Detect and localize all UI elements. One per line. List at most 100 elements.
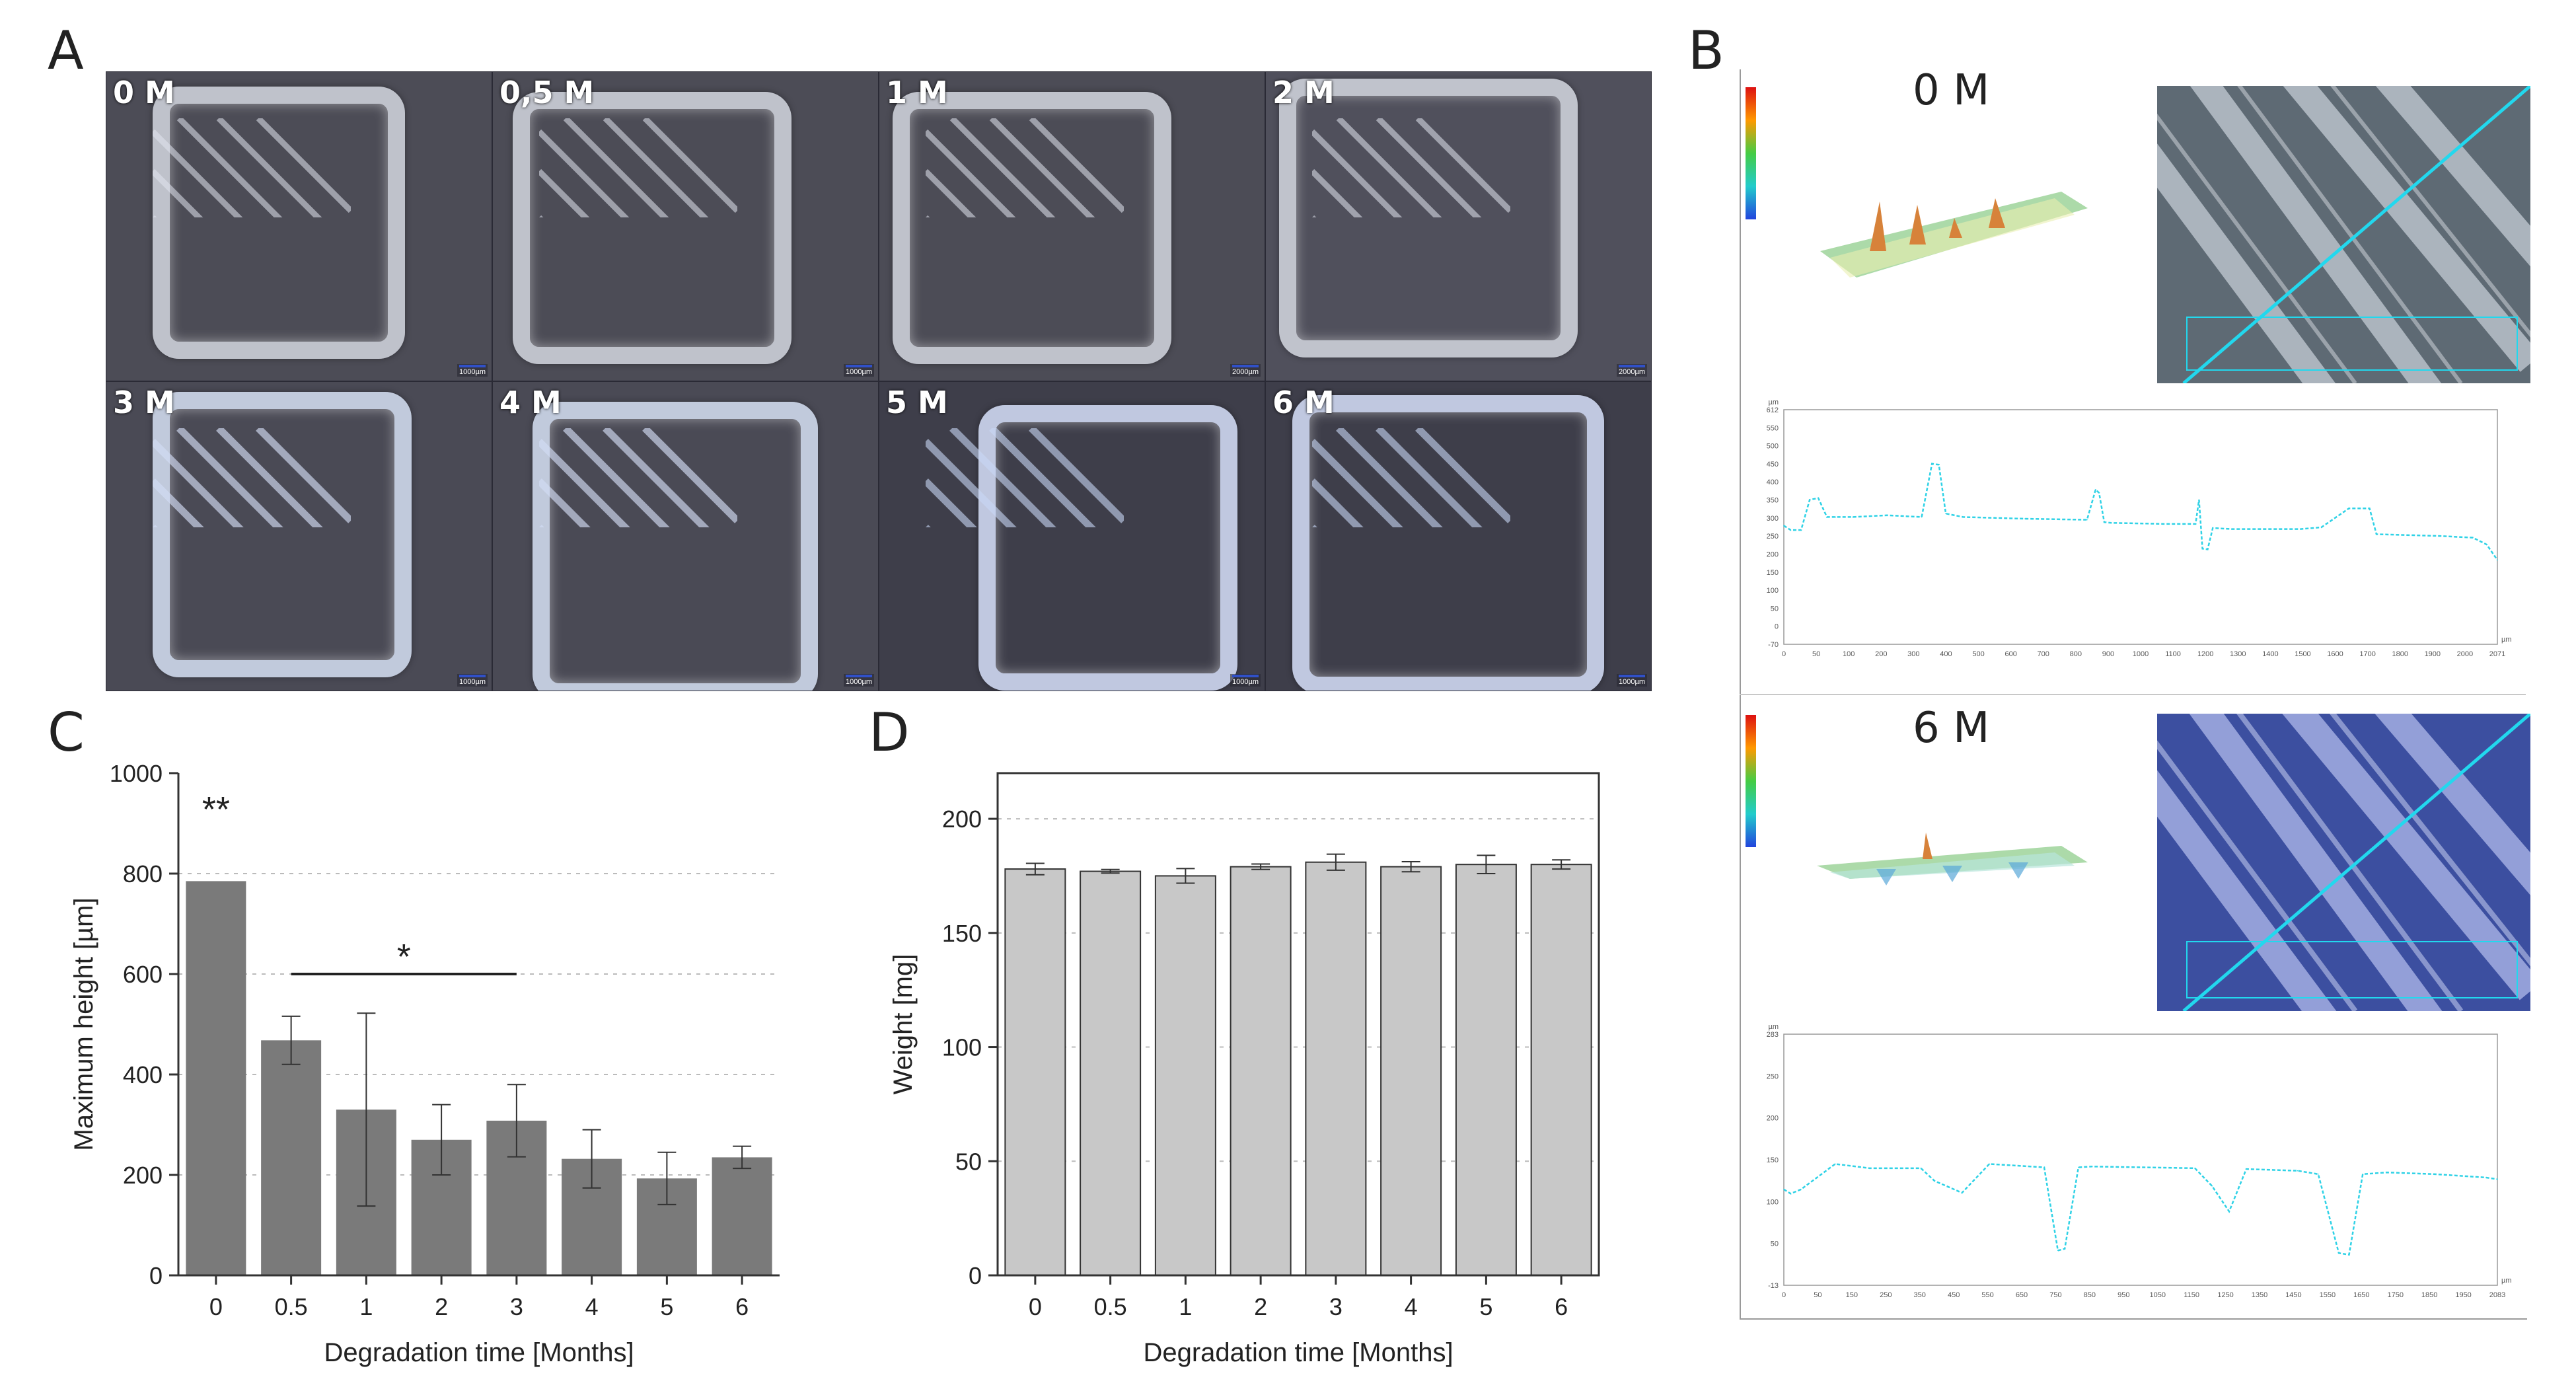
- y-tick-label: 50: [1771, 1240, 1779, 1248]
- x-tick-label: 1950: [2455, 1291, 2471, 1299]
- y-tick-label: 200: [1767, 550, 1779, 558]
- profile-point: [1800, 1189, 1802, 1190]
- y-tick-label: 150: [1767, 1156, 1779, 1164]
- x-tick-label: 600: [2005, 650, 2016, 658]
- profile-point: [1826, 516, 1827, 518]
- x-tick-label: 1200: [2197, 650, 2213, 658]
- scaffold-photo-2m: 2 M 2000µm: [1265, 71, 1652, 381]
- x-tick-label: 3: [510, 1293, 523, 1320]
- y-tick-label: 350: [1767, 497, 1779, 505]
- tile-label: 6 M: [1272, 385, 1335, 420]
- scaffold-photo-0-5m: 0,5 M 1000µm: [492, 71, 879, 381]
- profile-point: [1945, 513, 1946, 514]
- profile-point: [1934, 1180, 1935, 1182]
- tile-label: 0 M: [113, 75, 175, 110]
- profile-point: [1835, 516, 1837, 518]
- profile-point: [2104, 521, 2105, 523]
- strand-pattern: [926, 428, 1124, 527]
- x-tick-label: 100: [1843, 650, 1855, 658]
- profile-point: [1818, 497, 1819, 499]
- x-tick-label: 1850: [2421, 1291, 2437, 1299]
- x-axis-label: Degradation time [Months]: [1143, 1338, 1453, 1367]
- profile-point: [2297, 1170, 2299, 1172]
- scaffold-photo-grid: 0 M 1000µm 0,5 M 1000µm 1 M 2000µm 2 M 2…: [106, 71, 1652, 691]
- x-tick-label: 450: [1948, 1291, 1960, 1299]
- strand-pattern: [1312, 118, 1510, 217]
- micrograph-0m: [2157, 86, 2530, 383]
- height-profile-chart-6m: -13 50 100 150 200 250 283 0 50 150 250 350 450 550 65…: [1767, 1023, 2512, 1299]
- color-scale-bar: [1746, 87, 1756, 219]
- x-tick-label: 900: [2102, 650, 2114, 658]
- x-tick-label: 4: [1405, 1293, 1418, 1320]
- y-tick-label: 50: [955, 1148, 982, 1175]
- profile-point: [1989, 1163, 1990, 1165]
- profile-point: [1921, 516, 1923, 518]
- scaffold-photo-4m: 4 M 1000µm: [492, 381, 879, 691]
- x-tick-label: 50: [1812, 650, 1820, 658]
- y-tick-label: -13: [1768, 1282, 1779, 1290]
- x-tick-label: 2000: [2457, 650, 2473, 658]
- profile-point: [2195, 523, 2196, 525]
- y-tick-label: 150: [1767, 569, 1779, 577]
- x-tick-label: 150: [1846, 1291, 1858, 1299]
- y-tick-label: 600: [123, 961, 163, 988]
- x-tick-label: 1250: [2217, 1291, 2233, 1299]
- profile-point: [2246, 1168, 2247, 1170]
- y-tick-label: 1000: [110, 760, 163, 787]
- surface-3d-6m: [1746, 715, 2088, 885]
- y-tick-label: 100: [1767, 587, 1779, 595]
- profile-point: [1868, 1168, 1870, 1169]
- x-tick-label: 1800: [2392, 650, 2408, 658]
- profile-point: [2212, 527, 2214, 529]
- profile-point: [2194, 1168, 2195, 1169]
- profile-point: [1961, 1192, 1963, 1193]
- x-unit-label: µm: [2501, 1277, 2512, 1285]
- y-tick-label: 0: [1775, 623, 1779, 631]
- x-tick-label: 1300: [2230, 650, 2246, 658]
- x-tick-label: 700: [2038, 650, 2049, 658]
- y-axis-label: Maximum height [µm]: [69, 897, 98, 1150]
- x-tick-label: 1: [1179, 1293, 1192, 1320]
- tile-label: 0,5 M: [499, 75, 595, 110]
- color-scale-bar: [1746, 715, 1756, 847]
- profile-point: [2362, 1174, 2364, 1175]
- x-axis-label: Degradation time [Months]: [324, 1338, 634, 1367]
- tile-label: 1 M: [886, 75, 948, 110]
- panel-label-d: D: [869, 702, 910, 763]
- profile-point: [2110, 522, 2112, 524]
- profile-point: [1783, 1189, 1785, 1190]
- y-tick-label: 150: [942, 920, 982, 947]
- bar: [1380, 866, 1442, 1277]
- measurement-line: [2182, 714, 2530, 1011]
- x-tick-label: 950: [2117, 1291, 2129, 1299]
- x-tick-label: 1700: [2359, 650, 2375, 658]
- bar: [1004, 868, 1066, 1277]
- y-tick-label: 0: [149, 1262, 163, 1289]
- x-tick-label: 1: [359, 1293, 373, 1320]
- y-tick-label: 100: [1767, 1198, 1779, 1206]
- x-tick-label: 1600: [2327, 650, 2343, 658]
- profile-point: [2231, 528, 2232, 530]
- profile-point: [1834, 1163, 1836, 1165]
- x-tick-label: 0.5: [1094, 1293, 1127, 1320]
- scale-bar: 2000µm: [1230, 364, 1261, 377]
- plot-frame: [996, 772, 1600, 1277]
- x-tick-label: 0: [1782, 1291, 1786, 1299]
- y-tick-label: 300: [1767, 515, 1779, 523]
- profile-point: [2348, 1254, 2350, 1256]
- scale-bar: 1000µm: [457, 674, 488, 687]
- x-tick-label: 800: [2070, 650, 2082, 658]
- x-tick-label: 5: [660, 1293, 673, 1320]
- x-tick-label: 3: [1329, 1293, 1343, 1320]
- panel-label-a: A: [48, 20, 84, 81]
- x-tick-label: 1650: [2353, 1291, 2369, 1299]
- profile-point: [1790, 1193, 1792, 1195]
- scale-bar: 2000µm: [1617, 364, 1647, 377]
- scaffold-photo-0m: 0 M 1000µm: [106, 71, 492, 381]
- y-tick-label: -70: [1768, 641, 1779, 649]
- x-tick-label: 1400: [2262, 650, 2278, 658]
- profile-point: [2318, 1174, 2319, 1175]
- x-tick-label: 1050: [2149, 1291, 2165, 1299]
- y-tick-label: 500: [1767, 443, 1779, 451]
- weight-bar-chart: 0 50 100 150 200 0 0.5 1 2 3 4 5 6 Degradation time […: [889, 772, 1600, 1367]
